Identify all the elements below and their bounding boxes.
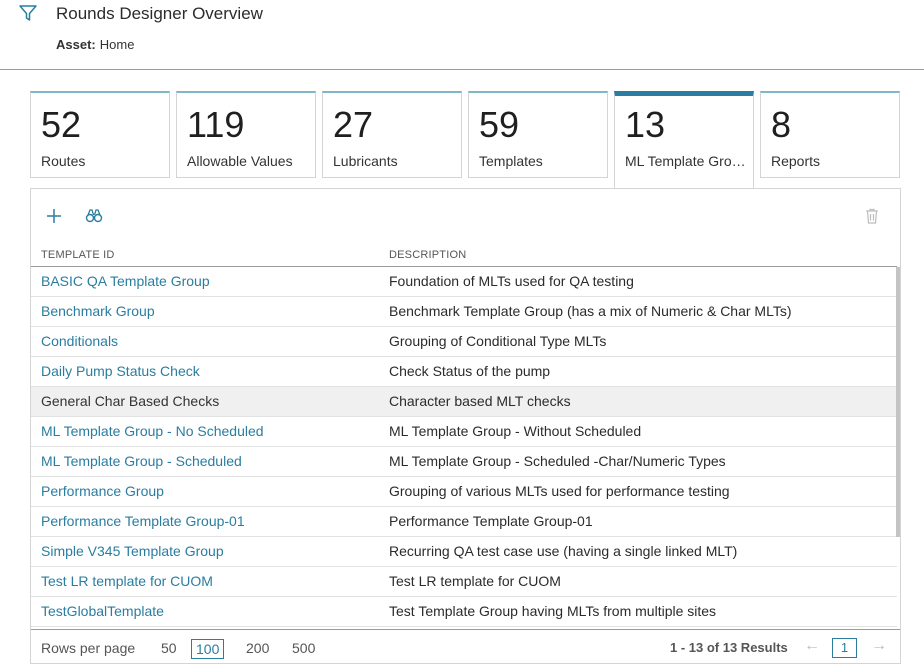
template-id-link[interactable]: Conditionals <box>41 333 119 349</box>
table-footer: Rows per page 50 100 200 500 1 - 13 of 1… <box>31 629 900 665</box>
template-id-link[interactable]: ML Template Group - No Scheduled <box>41 423 264 439</box>
tile-lubricants[interactable]: 27 Lubricants <box>322 91 462 178</box>
tile-ml-template-groups[interactable]: 13 ML Template Grou... <box>614 91 754 188</box>
plus-icon[interactable] <box>45 207 63 225</box>
description-cell: Benchmark Template Group (has a mix of N… <box>389 303 792 319</box>
tile-label: ML Template Grou... <box>625 153 749 169</box>
rows-per-page-500[interactable]: 500 <box>292 640 316 656</box>
description-cell: Grouping of various MLTs used for perfor… <box>389 483 730 499</box>
tile-count: 52 <box>41 104 82 145</box>
table-row[interactable]: Performance Group Grouping of various ML… <box>31 477 897 507</box>
description-cell: ML Template Group - Scheduled -Char/Nume… <box>389 453 726 469</box>
grid-toolbar <box>31 189 900 245</box>
table-row[interactable]: Conditionals Grouping of Conditional Typ… <box>31 327 897 357</box>
template-id-link[interactable]: TestGlobalTemplate <box>41 603 164 619</box>
template-id-link[interactable]: Test LR template for CUOM <box>41 573 213 589</box>
template-id-link[interactable]: Benchmark Group <box>41 303 155 319</box>
tile-label: Allowable Values <box>187 153 293 169</box>
template-id-link[interactable]: ML Template Group - Scheduled <box>41 453 242 469</box>
column-header-description[interactable]: DESCRIPTION <box>389 249 467 261</box>
template-id-link[interactable]: Performance Template Group-01 <box>41 513 245 529</box>
description-cell: Foundation of MLTs used for QA testing <box>389 273 634 289</box>
template-id-link[interactable]: BASIC QA Template Group <box>41 273 210 289</box>
template-id-cell[interactable]: General Char Based Checks <box>41 393 220 409</box>
asset-label: Asset: <box>56 37 96 52</box>
tile-allowable-values[interactable]: 119 Allowable Values <box>176 91 316 178</box>
rows-per-page-200[interactable]: 200 <box>246 640 270 656</box>
table-row[interactable]: ML Template Group - No Scheduled ML Temp… <box>31 417 897 447</box>
tile-label: Templates <box>479 153 543 169</box>
table-header: TEMPLATE ID DESCRIPTION <box>31 245 897 267</box>
table-row[interactable]: TestGlobalTemplate Test Template Group h… <box>31 597 897 627</box>
template-id-link[interactable]: Daily Pump Status Check <box>41 363 200 379</box>
column-header-template-id[interactable]: TEMPLATE ID <box>41 249 115 261</box>
description-cell: Check Status of the pump <box>389 363 551 379</box>
table-row[interactable]: Test LR template for CUOM Test LR templa… <box>31 567 897 597</box>
tile-label: Reports <box>771 153 821 169</box>
tile-count: 27 <box>333 104 374 145</box>
description-cell: Grouping of Conditional Type MLTs <box>389 333 607 349</box>
table-scrollbar[interactable] <box>896 267 900 537</box>
tile-templates[interactable]: 59 Templates <box>468 91 608 178</box>
table-row[interactable]: ML Template Group - Scheduled ML Templat… <box>31 447 897 477</box>
page-header: Rounds Designer Overview Asset: Home <box>0 0 924 70</box>
description-cell: ML Template Group - Without Scheduled <box>389 423 642 439</box>
ml-template-group-panel: TEMPLATE ID DESCRIPTION BASIC QA Templat… <box>30 188 901 664</box>
template-id-link[interactable]: Simple V345 Template Group <box>41 543 224 559</box>
tile-routes[interactable]: 52 Routes <box>30 91 170 178</box>
page-title: Rounds Designer Overview <box>56 4 263 23</box>
rows-per-page-100[interactable]: 100 <box>191 639 225 659</box>
table-row-hovered[interactable]: General Char Based Checks Character base… <box>31 387 897 417</box>
rows-per-page-50[interactable]: 50 <box>161 640 177 656</box>
table-row[interactable]: Performance Template Group-01 Performanc… <box>31 507 897 537</box>
description-cell: Performance Template Group-01 <box>389 513 593 529</box>
tile-label: Lubricants <box>333 153 398 169</box>
table-row[interactable]: Benchmark Group Benchmark Template Group… <box>31 297 897 327</box>
tile-label: Routes <box>41 153 86 169</box>
previous-page-arrow-icon[interactable]: ← <box>804 637 820 654</box>
tile-count: 13 <box>625 104 666 145</box>
template-id-link[interactable]: Performance Group <box>41 483 164 499</box>
summary-tiles: 52 Routes 119 Allowable Values 27 Lubric… <box>30 91 904 188</box>
rows-per-page-label: Rows per page <box>41 640 136 656</box>
current-page-button[interactable]: 1 <box>832 638 857 658</box>
table-row[interactable]: BASIC QA Template Group Foundation of ML… <box>31 267 897 297</box>
trash-icon[interactable] <box>863 207 881 225</box>
binoculars-icon[interactable] <box>85 207 103 225</box>
tile-count: 59 <box>479 104 520 145</box>
table-row[interactable]: Daily Pump Status Check Check Status of … <box>31 357 897 387</box>
results-count: 1 - 13 of 13 Results <box>670 640 788 655</box>
asset-value: Home <box>99 37 135 52</box>
description-cell: Character based MLT checks <box>389 393 571 409</box>
description-cell: Test LR template for CUOM <box>389 573 561 589</box>
tile-count: 8 <box>771 104 792 145</box>
tile-count: 119 <box>187 104 245 145</box>
table-row[interactable]: Simple V345 Template Group Recurring QA … <box>31 537 897 567</box>
tile-reports[interactable]: 8 Reports <box>760 91 900 178</box>
description-cell: Test Template Group having MLTs from mul… <box>389 603 717 619</box>
description-cell: Recurring QA test case use (having a sin… <box>389 543 738 559</box>
asset-breadcrumb: Asset: Home <box>56 37 134 52</box>
filter-icon[interactable] <box>18 4 38 22</box>
next-page-arrow-icon[interactable]: → <box>871 637 887 654</box>
